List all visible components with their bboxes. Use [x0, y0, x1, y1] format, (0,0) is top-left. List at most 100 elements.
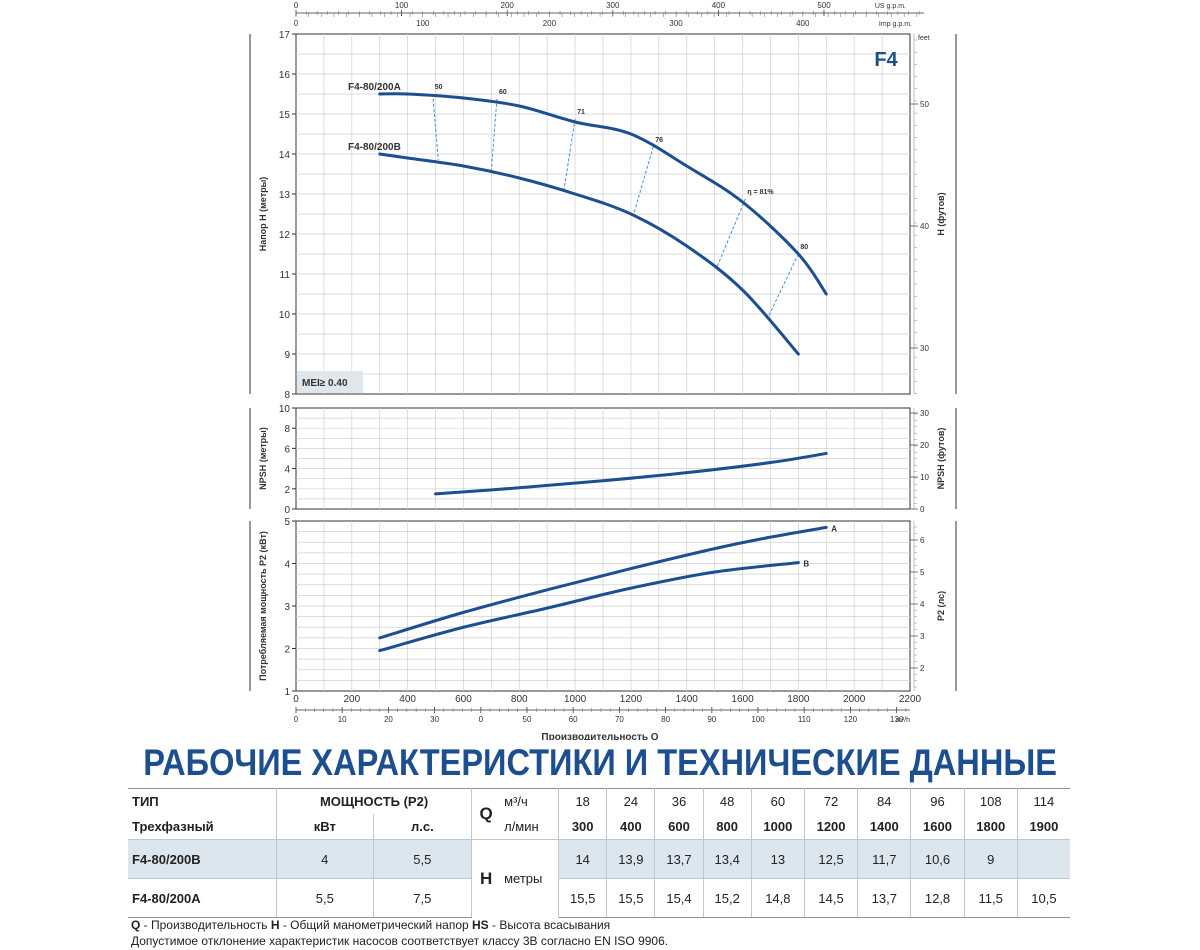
model-b: F4-80/200B	[128, 839, 277, 879]
y-tick-label: 5	[284, 517, 290, 528]
x-axis-title: Производительность Q	[541, 732, 658, 740]
y-axis-title-right: P2 (лс)	[936, 591, 946, 621]
m3h-tick-label: 0	[294, 715, 299, 724]
y-tick-label: 4	[284, 465, 290, 476]
spec-table: ТИП МОЩНОСТЬ (P2) Q м³/ч 18 24 36 48 60 …	[128, 788, 1070, 918]
h-a-cell: 13,7	[857, 878, 912, 918]
series-line	[378, 92, 828, 296]
right-tick-label: 4	[920, 600, 925, 609]
right-tick-label: 30	[920, 409, 929, 418]
table-row-a: F4-80/200A 5,5 7,5 15,5 15,5 15,4 15,2 1…	[128, 878, 1070, 918]
us-gpm-tick-label: 500	[817, 1, 831, 10]
h-b-cell: 10,6	[910, 839, 965, 879]
right-tick-label: 0	[920, 505, 925, 514]
h-b-cell: 13,4	[703, 839, 752, 879]
hp-header: л.с.	[373, 814, 473, 840]
y-axis-title-right: H (футов)	[936, 192, 946, 235]
x-tick-label: 1000	[564, 694, 587, 705]
kw-header: кВт	[276, 814, 374, 840]
q-lmin-cell: 1200	[804, 814, 859, 840]
x-tick-label: 600	[455, 694, 472, 705]
fn-hs: HS	[472, 918, 489, 932]
right-tick-label: 5	[920, 568, 925, 577]
efficiency-label: 76	[655, 137, 663, 144]
right-tick-label: 3	[920, 632, 925, 641]
fn-h-text: - Общий манометрический напор	[279, 918, 473, 932]
table-header-row-1: ТИП МОЩНОСТЬ (P2) Q м³/ч 18 24 36 48 60 …	[128, 788, 1070, 840]
mei-label: MEI≥ 0.40	[302, 378, 348, 389]
y-tick-label: 9	[284, 350, 290, 361]
q-lmin-cell: 1400	[857, 814, 912, 840]
m3h-tick-label: 110	[798, 715, 811, 724]
series-label: A	[831, 524, 837, 533]
q-m3h-cell: 48	[703, 788, 752, 814]
chart-badge: F4	[874, 49, 898, 71]
q-m3h-cell: 72	[804, 788, 859, 814]
right-unit-label: feet	[918, 35, 930, 42]
q-m3h-cell: 108	[964, 788, 1018, 814]
mei-box	[297, 371, 363, 393]
imp-gpm-unit: Imp g.p.m.	[879, 21, 912, 28]
x-tick-label: 200	[343, 694, 360, 705]
right-tick-label: 30	[920, 344, 929, 353]
table-header-row-2: Трехфазный кВт л.с. л/мин 300 400 600 80…	[128, 814, 1070, 840]
h-b-cell: 12,5	[804, 839, 859, 879]
h-a-cell: 15,5	[606, 878, 656, 918]
imp-gpm-tick-label: 0	[294, 19, 299, 28]
right-tick-label: 6	[920, 536, 925, 545]
x-tick-label: 1400	[676, 694, 699, 705]
y-tick-label: 6	[284, 444, 290, 455]
us-gpm-tick-label: 400	[712, 1, 726, 10]
right-tick-label: 20	[920, 441, 929, 450]
m3h-tick-label: 100	[751, 715, 765, 724]
h-b-cell: 9	[964, 839, 1018, 879]
q-lmin-cell: 600	[654, 814, 704, 840]
m3h-unit: m³/h	[896, 717, 910, 724]
us-gpm-tick-label: 300	[606, 1, 620, 10]
kw-b: 4	[276, 839, 374, 879]
y-tick-label: 10	[279, 310, 291, 321]
series-line	[378, 152, 800, 356]
y-axis-title-right: NPSH (футов)	[936, 428, 946, 490]
efficiency-line	[633, 146, 654, 215]
h-b-cell: 13,9	[606, 839, 656, 879]
x-tick-label: 2000	[843, 694, 866, 705]
h-a-cell: 15,2	[703, 878, 752, 918]
h-letter: H	[479, 868, 493, 888]
power-header: МОЩНОСТЬ (P2)	[276, 788, 473, 814]
efficiency-label: 80	[800, 244, 808, 251]
us-gpm-tick-label: 100	[395, 1, 409, 10]
h-a-cell: 15,5	[558, 878, 608, 918]
q-unit-lmin: л/мин	[500, 814, 560, 840]
h-b-cell	[1017, 839, 1070, 879]
y-tick-label: 1	[284, 687, 290, 698]
m3h-tick-label: 130	[890, 715, 904, 724]
x-tick-label: 1800	[787, 694, 810, 705]
type-header: ТИП	[128, 788, 277, 814]
series-line	[378, 525, 828, 640]
series-line	[378, 561, 800, 653]
us-gpm-unit: US g.p.m.	[875, 3, 906, 10]
q-lmin-cell: 1800	[964, 814, 1018, 840]
imp-gpm-tick-label: 200	[543, 19, 557, 28]
efficiency-line	[432, 93, 439, 161]
q-m3h-cell: 36	[654, 788, 704, 814]
y-tick-label: 13	[279, 190, 291, 201]
y-tick-label: 16	[279, 70, 291, 81]
efficiency-label: 71	[577, 109, 585, 116]
efficiency-line	[716, 198, 746, 267]
q-letter: Q	[479, 804, 493, 823]
q-unit-m3h: м³/ч	[500, 788, 560, 814]
imp-gpm-tick-label: 300	[669, 19, 683, 28]
m3h-tick-label: 80	[661, 715, 670, 724]
fn-q-text: - Производительность	[140, 918, 271, 932]
y-tick-label: 3	[284, 602, 290, 613]
q-lmin-cell: 300	[558, 814, 608, 840]
efficiency-label: 60	[499, 89, 507, 96]
h-a-cell: 12,8	[910, 878, 965, 918]
q-m3h-cell: 24	[606, 788, 656, 814]
q-letter-cell: Q	[471, 788, 501, 840]
y-tick-label: 14	[279, 150, 291, 161]
h-b-cell: 14	[558, 839, 608, 879]
